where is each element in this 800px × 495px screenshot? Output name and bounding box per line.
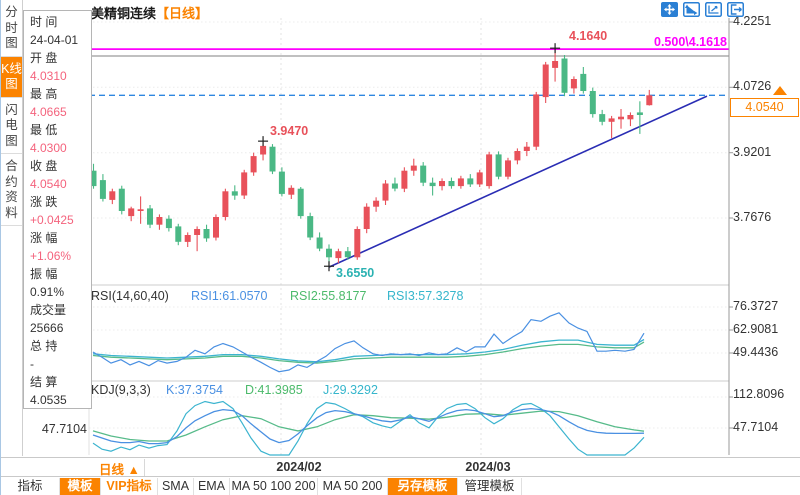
- move-tool-icon[interactable]: [661, 2, 678, 17]
- rsi-title: RSI(14,60,40): [91, 289, 169, 303]
- info-label: 收 盘: [30, 159, 58, 173]
- toolbar-item-vip-indicators[interactable]: VIP指标: [101, 478, 158, 495]
- info-label: 最 高: [30, 87, 58, 101]
- info-value-change-pct: +1.06%: [30, 249, 72, 263]
- x-axis-strip: [1, 457, 800, 477]
- info-label: 总 持: [30, 339, 58, 353]
- rsi1-value: RSI1:61.0570: [191, 289, 268, 303]
- annotation-high: 4.1640: [569, 29, 608, 43]
- x-axis-month-label: 2024/03: [465, 460, 511, 474]
- toolbar-item-templates[interactable]: 模板: [60, 478, 101, 495]
- info-value-volume: 25666: [30, 321, 64, 335]
- toolbar-item-ema[interactable]: EMA: [194, 478, 230, 495]
- toolbar-item-save-template[interactable]: 另存模板: [388, 478, 458, 495]
- rsi3-value: RSI3:57.3278: [387, 289, 464, 303]
- kdj-axis-tick: 112.8096: [733, 387, 785, 401]
- current-price-badge: 4.0540: [730, 98, 799, 117]
- page-title: 美精铜连续【日线】: [91, 3, 208, 22]
- info-value-open-interest: -: [30, 357, 34, 371]
- rsi-axis-tick: 49.4436: [733, 345, 779, 359]
- toolbar-item-ma-50-100-200[interactable]: MA 50 100 200: [230, 478, 318, 495]
- kdj-title: KDJ(9,3,3): [91, 383, 151, 397]
- info-label: 涨 幅: [30, 231, 58, 245]
- kdj-d-value: D:41.3985: [245, 383, 303, 397]
- toolbar-item-ma-50-200[interactable]: MA 50 200: [318, 478, 388, 495]
- sidebar-tab-contract-info[interactable]: 合约资料: [1, 154, 22, 226]
- chart-toolbar-icons: [661, 2, 744, 17]
- info-label: 时 间: [30, 15, 58, 29]
- fit-y-axis-icon[interactable]: [705, 2, 722, 17]
- chart-type-sidebar: 分时图 K线图 闪电图 合约资料: [1, 0, 23, 456]
- period-selector[interactable]: 日线 ▲: [89, 459, 145, 477]
- info-label: 振 幅: [30, 267, 58, 281]
- rsi-axis-tick: 62.9081: [733, 322, 779, 336]
- info-value-open: 4.0310: [30, 69, 67, 83]
- rsi-axis-tick: 76.3727: [733, 299, 779, 313]
- price-axis-tick: 3.7676: [733, 210, 772, 224]
- toolbar-item-indicators[interactable]: 指标: [1, 478, 60, 495]
- exit-chart-icon[interactable]: [727, 2, 744, 17]
- x-axis-month-label: 2024/02: [276, 460, 322, 474]
- info-value-low: 4.0300: [30, 141, 67, 155]
- fit-x-axis-icon[interactable]: [683, 2, 700, 17]
- price-up-arrow-icon: [773, 86, 787, 95]
- indicator-toolbar: 指标 模板 VIP指标 SMA EMA MA 50 100 200 MA 50 …: [1, 478, 800, 495]
- kdj-left-axis-tick: 47.7104: [41, 422, 87, 436]
- info-label: 涨 跌: [30, 195, 58, 209]
- quote-info-panel: 时 间 24-04-01 开 盘 4.0310 最 高 4.0665 最 低 4…: [23, 10, 92, 409]
- price-axis-tick: 4.2251: [733, 14, 772, 28]
- rsi2-value: RSI2:55.8177: [290, 289, 367, 303]
- price-axis-tick: 4.0726: [733, 79, 772, 93]
- fibonacci-level-label: 0.500\4.1618: [654, 35, 727, 49]
- info-label: 结 算: [30, 375, 58, 389]
- info-value-high: 4.0665: [30, 105, 67, 119]
- kdj-axis-tick: 47.7104: [733, 420, 779, 434]
- info-label: 开 盘: [30, 51, 58, 65]
- info-value-amplitude: 0.91%: [30, 285, 65, 299]
- sidebar-tab-timeline[interactable]: 分时图: [1, 0, 22, 57]
- info-value-time: 24-04-01: [30, 33, 79, 47]
- sidebar-tab-flash[interactable]: 闪电图: [1, 98, 22, 154]
- annotation-mid-peak: 3.9470: [270, 124, 309, 138]
- toolbar-item-sma[interactable]: SMA: [158, 478, 194, 495]
- kdj-k-value: K:37.3754: [166, 383, 223, 397]
- info-label: 最 低: [30, 123, 58, 137]
- period-tag: 【日线】: [156, 6, 209, 21]
- info-value-close: 4.0540: [30, 177, 67, 191]
- toolbar-item-manage-templates[interactable]: 管理模板: [458, 478, 522, 495]
- info-value-change: +0.0425: [30, 213, 74, 227]
- price-axis-tick: 3.9201: [733, 145, 772, 159]
- kdj-j-value: J:29.3292: [323, 383, 378, 397]
- instrument-name: 美精铜连续: [91, 6, 157, 21]
- sidebar-tab-kline[interactable]: K线图: [1, 56, 22, 98]
- annotation-low: 3.6550: [336, 266, 375, 280]
- info-value-settlement: 4.0535: [30, 393, 67, 407]
- info-label: 成交量: [30, 303, 67, 317]
